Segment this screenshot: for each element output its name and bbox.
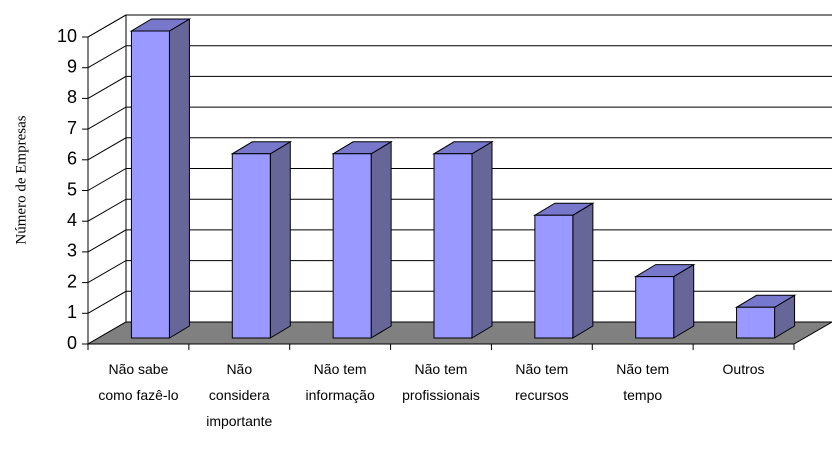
bar-front bbox=[534, 214, 574, 339]
grid-line bbox=[87, 168, 832, 191]
y-tick-label: 5 bbox=[67, 179, 77, 199]
bar-front bbox=[231, 153, 271, 339]
grid-line bbox=[87, 106, 832, 130]
grid-line bbox=[87, 290, 832, 314]
y-tick-label: 9 bbox=[67, 56, 77, 76]
bar bbox=[734, 294, 797, 339]
bar-side bbox=[370, 140, 392, 339]
bar bbox=[533, 202, 595, 339]
bar-front bbox=[332, 153, 372, 339]
bar-front bbox=[635, 276, 675, 339]
y-tick-label: 8 bbox=[67, 87, 77, 107]
bar-front bbox=[736, 306, 776, 339]
grid-line bbox=[87, 45, 832, 69]
x-tick-label: Outros bbox=[722, 361, 765, 377]
grid-line bbox=[87, 198, 832, 222]
bar-side bbox=[572, 202, 594, 339]
x-tick-label: Não sabe como fazê-lo bbox=[98, 361, 179, 403]
grid-line bbox=[87, 14, 832, 38]
x-tick-label: Não tem profissionais bbox=[402, 361, 480, 403]
bar-front bbox=[130, 30, 170, 339]
y-tick-label: 1 bbox=[67, 302, 77, 322]
y-tick-label: 10 bbox=[57, 26, 77, 46]
bar-side bbox=[673, 263, 695, 339]
grid-line bbox=[87, 260, 832, 284]
bar bbox=[432, 140, 494, 339]
y-axis-title: Número de Empresas bbox=[13, 115, 29, 244]
x-tick-label: Não tem recursos bbox=[515, 361, 569, 403]
bar bbox=[331, 140, 393, 339]
bar bbox=[230, 140, 293, 339]
bar-front bbox=[433, 153, 473, 339]
bar-side bbox=[168, 18, 190, 339]
bar bbox=[129, 18, 192, 339]
bar-side bbox=[471, 140, 493, 339]
grid-line bbox=[87, 229, 832, 253]
y-tick-label: 0 bbox=[67, 333, 77, 353]
y-tick-label: 4 bbox=[67, 210, 77, 230]
x-tick-label: Não tem informação bbox=[305, 361, 375, 403]
x-tick-label: Não tem tempo bbox=[616, 361, 670, 403]
y-tick-label: 6 bbox=[67, 149, 77, 169]
bar bbox=[633, 263, 696, 339]
grid-line bbox=[87, 75, 832, 99]
y-tick-label: 2 bbox=[67, 271, 77, 291]
x-tick-label: Não considera importante bbox=[206, 361, 273, 429]
grid-line bbox=[87, 137, 832, 161]
bar-side bbox=[269, 140, 291, 339]
y-tick-label: 7 bbox=[67, 118, 77, 138]
y-tick-label: 3 bbox=[67, 241, 77, 261]
